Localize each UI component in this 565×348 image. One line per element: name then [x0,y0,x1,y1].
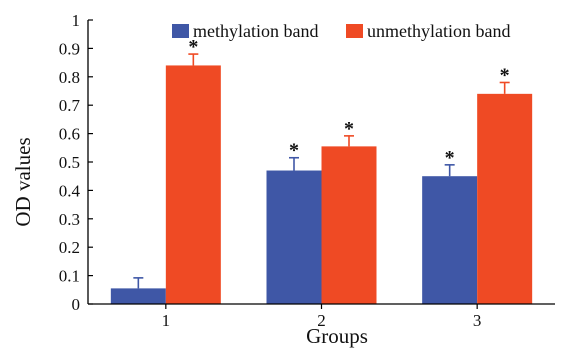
significance-markers: * * * * * [188,36,509,169]
x-tick-label: 2 [317,311,326,330]
bar [165,65,221,304]
legend-label: unmethylation band [367,21,510,41]
bar [477,93,533,304]
bar [266,170,322,304]
bar [110,288,166,304]
legend-label: methylation band [193,21,318,41]
y-axis-label: OD values [11,137,35,226]
x-tick-label: 1 [162,311,171,330]
y-tick-label: 0.5 [59,153,80,172]
significance-star: * [188,36,198,58]
significance-star: * [445,147,455,169]
bar [422,176,478,304]
y-tick-label: 0.2 [59,238,80,257]
y-tick-label: 0.6 [59,125,80,144]
y-tick-label: 0 [72,295,81,314]
legend: methylation band unmethylation band [172,21,510,41]
bar [321,146,377,304]
legend-swatch [346,24,363,38]
x-tick-label: 3 [473,311,482,330]
y-tick-label: 1 [72,11,81,30]
error-bars [133,53,510,289]
y-axis-ticks: 0 0.1 0.2 0.3 0.4 0.5 0.6 0.7 0.8 0.9 1 [59,11,93,314]
significance-star: * [289,140,299,162]
x-axis-label: Groups [306,324,368,348]
y-tick-label: 0.3 [59,210,80,229]
y-tick-label: 0.1 [59,267,80,286]
x-axis-ticks: 1 2 3 [162,304,482,330]
y-tick-label: 0.8 [59,68,80,87]
y-tick-label: 0.7 [59,96,81,115]
y-tick-label: 0.4 [59,181,81,200]
significance-star: * [344,118,354,140]
y-tick-label: 0.9 [59,39,80,58]
legend-swatch [172,24,189,38]
bars [110,65,533,304]
significance-star: * [500,64,510,86]
